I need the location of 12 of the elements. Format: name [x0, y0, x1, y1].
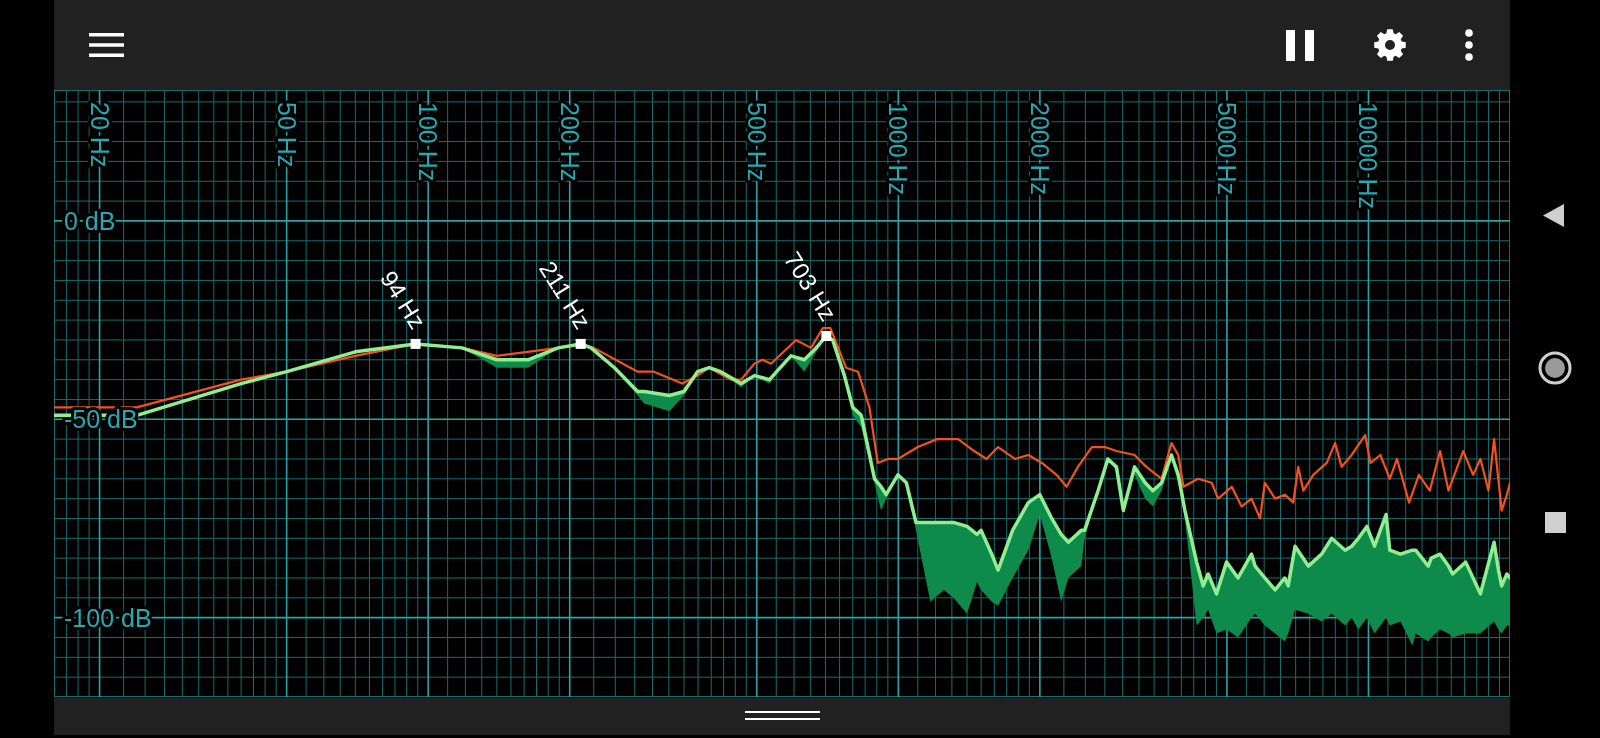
annotation: 211 Hz [534, 256, 597, 334]
x-tick-label: 50 Hz [272, 102, 301, 168]
x-tick-label: 100 Hz [414, 102, 443, 182]
x-tick-label: 20 Hz [85, 102, 114, 168]
annotation: 703 Hz [778, 246, 843, 326]
x-tick-label: 5000 Hz [1212, 102, 1241, 196]
x-tick-label: 10000 Hz [1354, 102, 1383, 210]
x-tick-label: 2000 Hz [1025, 102, 1054, 196]
x-tick-label: 1000 Hz [884, 102, 913, 196]
annotation: 94 Hz [375, 266, 432, 334]
x-tick-label: 500 Hz [742, 102, 771, 182]
x-tick-label: 200 Hz [555, 102, 584, 182]
